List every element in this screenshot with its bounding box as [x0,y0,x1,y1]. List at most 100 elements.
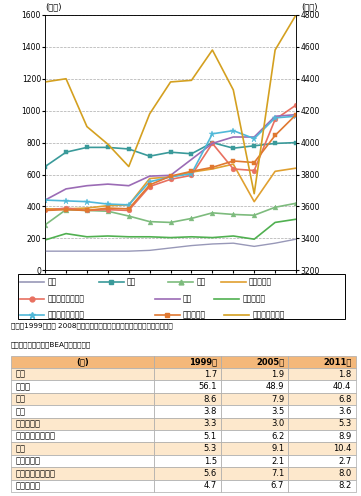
Text: 専門技術サービス: 専門技術サービス [48,294,84,303]
Text: 製造業（右軸）: 製造業（右軸） [252,310,285,320]
Text: 9.1: 9.1 [271,444,284,453]
Text: 6.2: 6.2 [271,432,284,441]
Text: (千人): (千人) [301,2,318,11]
Text: 4.7: 4.7 [204,481,217,491]
Bar [11,405,154,418]
Bar [288,442,356,455]
Text: 金融・保険: 金融・保険 [16,419,41,429]
Bar [154,393,221,405]
Text: 鉱業: 鉱業 [48,278,57,287]
Bar [288,480,356,492]
Bar [288,356,356,368]
Text: 3.6: 3.6 [338,407,352,416]
Bar [288,418,356,430]
Bar [221,368,288,380]
Text: 8.0: 8.0 [338,469,352,478]
Text: 2.7: 2.7 [338,456,352,466]
Text: 情報: 情報 [16,407,26,416]
Text: 情報: 情報 [196,278,205,287]
Bar [221,393,288,405]
Bar [221,480,288,492]
Text: 56.1: 56.1 [199,382,217,391]
Text: 7.1: 7.1 [271,469,284,478]
Text: 卸売: 卸売 [16,394,26,404]
Bar [154,442,221,455]
Text: (千人): (千人) [45,2,62,11]
Text: 小売: 小売 [16,444,26,453]
Bar [11,442,154,455]
Text: 1999年: 1999年 [189,357,217,367]
Bar [154,356,221,368]
Bar [288,467,356,480]
Bar [11,368,154,380]
Text: 専門技術サービス: 専門技術サービス [16,432,56,441]
Bar [154,430,221,442]
Text: 6.8: 6.8 [338,394,352,404]
Bar [11,467,154,480]
Text: 3.3: 3.3 [204,419,217,429]
Text: 2.1: 2.1 [271,456,284,466]
Text: 宿泊・飲食: 宿泊・飲食 [183,310,206,320]
Text: (％): (％) [76,357,89,367]
Bar [221,467,288,480]
Text: 5.6: 5.6 [204,469,217,478]
Text: 資料：米国商務省（BEA）から作成。: 資料：米国商務省（BEA）から作成。 [11,342,91,348]
Text: 宿泊・飲食: 宿泊・飲食 [16,481,41,491]
Text: 卸売: 卸売 [127,278,136,287]
Text: 事務管理サービス: 事務管理サービス [16,469,56,478]
Text: (年): (年) [310,284,321,293]
Text: 1.5: 1.5 [204,456,217,466]
Text: 3.8: 3.8 [204,407,217,416]
Text: 備考：1999年から 2008年は「金融・保険」に銀行業は含まれていない。: 備考：1999年から 2008年は「金融・保険」に銀行業は含まれていない。 [11,322,173,329]
Text: 3.0: 3.0 [271,419,284,429]
Text: 鉱業: 鉱業 [16,370,26,379]
Bar [11,455,154,467]
Bar [11,480,154,492]
Text: 金融・保険: 金融・保険 [249,278,272,287]
Text: 事務管理サービス: 事務管理サービス [48,310,84,320]
Bar [154,405,221,418]
Text: 10.4: 10.4 [333,444,352,453]
Text: 1.7: 1.7 [204,370,217,379]
Text: 5.3: 5.3 [204,444,217,453]
Bar [288,393,356,405]
Text: 48.9: 48.9 [266,382,284,391]
Bar [221,380,288,393]
Bar [221,455,288,467]
Text: 小売: 小売 [183,294,192,303]
Text: 2011年: 2011年 [323,357,352,367]
Bar [221,418,288,430]
Text: 8.6: 8.6 [204,394,217,404]
Bar [154,480,221,492]
Bar [288,430,356,442]
Bar [11,356,154,368]
Bar [288,455,356,467]
Bar [221,356,288,368]
Text: 2005年: 2005年 [256,357,284,367]
Bar [11,380,154,393]
Text: 1.9: 1.9 [271,370,284,379]
Bar [221,405,288,418]
Text: 製造業: 製造業 [16,382,31,391]
Text: 5.1: 5.1 [204,432,217,441]
Text: 8.9: 8.9 [338,432,352,441]
Bar [288,405,356,418]
Bar [154,418,221,430]
Bar [11,418,154,430]
Bar [154,455,221,467]
Bar [11,430,154,442]
Text: 5.3: 5.3 [338,419,352,429]
Text: 6.7: 6.7 [271,481,284,491]
Bar [154,467,221,480]
Bar [288,368,356,380]
Bar [288,380,356,393]
Bar [221,430,288,442]
Bar [221,442,288,455]
Bar [154,380,221,393]
FancyBboxPatch shape [18,274,345,319]
Text: 3.5: 3.5 [271,407,284,416]
Text: 7.9: 7.9 [271,394,284,404]
Bar [11,393,154,405]
Bar [154,368,221,380]
Text: 輸送・倉庫: 輸送・倉庫 [16,456,41,466]
